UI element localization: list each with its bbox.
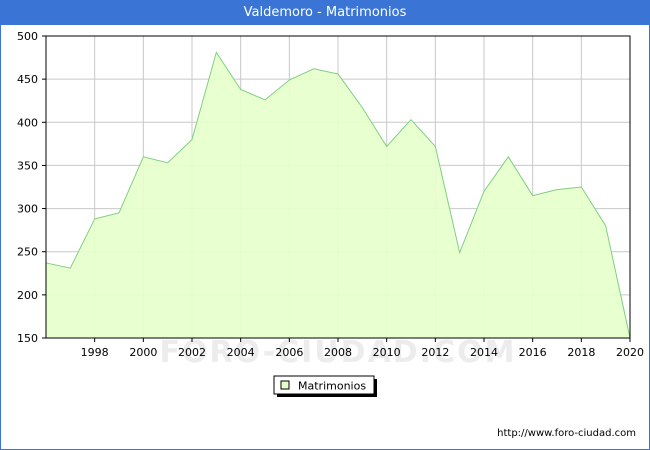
- y-tick-label-200: 200: [17, 289, 38, 302]
- x-tick-label-2010: 2010: [373, 346, 401, 359]
- y-tick-label-150: 150: [17, 332, 38, 345]
- x-tick-label-1998: 1998: [81, 346, 109, 359]
- x-tick-label-2000: 2000: [129, 346, 157, 359]
- series-line-matrimonios: [45, 51, 631, 339]
- x-tick-label-2002: 2002: [178, 346, 206, 359]
- x-tick-label-2004: 2004: [227, 346, 255, 359]
- x-axis: 1998 2000 2002 2004 2006 2008 2010 2012 2014 2016…: [81, 338, 644, 359]
- x-tick-label-2020: 2020: [616, 346, 644, 359]
- y-axis: 150 200 250 300 350 400 450 500: [17, 30, 46, 345]
- chart-title: Valdemoro - Matrimonios: [1, 1, 649, 25]
- series-area-matrimonios: [46, 52, 630, 338]
- legend-label: Matrimonios: [298, 380, 366, 393]
- y-tick-label-350: 350: [17, 159, 38, 172]
- legend-box: [273, 375, 375, 395]
- y-tick-label-300: 300: [17, 203, 38, 216]
- footer-url: http://www.foro-ciudad.com: [497, 428, 636, 439]
- y-tick-label-400: 400: [17, 116, 38, 129]
- x-tick-label-2018: 2018: [567, 346, 595, 359]
- x-tick-label-2012: 2012: [421, 346, 449, 359]
- legend: Matrimonios: [273, 375, 377, 397]
- y-tick-label-450: 450: [17, 73, 38, 86]
- y-tick-label-500: 500: [17, 30, 38, 43]
- x-tick-label-2008: 2008: [324, 346, 352, 359]
- watermark: FORO-CIUDAD.COM: [160, 335, 517, 370]
- x-tick-label-2016: 2016: [519, 346, 547, 359]
- x-tick-label-2006: 2006: [275, 346, 303, 359]
- y-tick-label-250: 250: [17, 246, 38, 259]
- legend-swatch: [280, 380, 290, 390]
- x-tick-label-2014: 2014: [470, 346, 498, 359]
